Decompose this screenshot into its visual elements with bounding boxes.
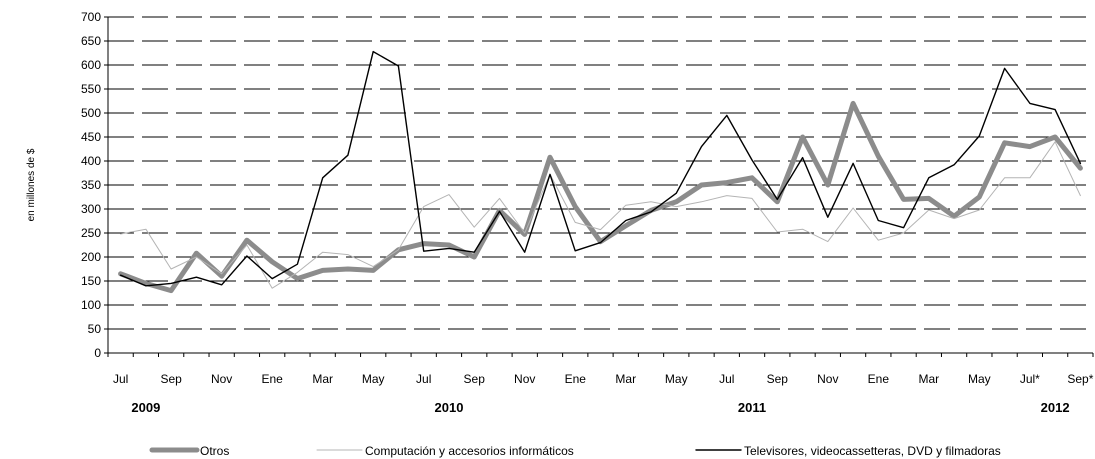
- x-tick-label: Jul: [719, 372, 734, 386]
- x-tick-label: Ene: [565, 372, 587, 386]
- y-tick-label: 250: [81, 226, 101, 240]
- y-tick-label: 300: [81, 202, 101, 216]
- series-line-2: [119, 50, 1082, 287]
- x-tick-label: Jul*: [1020, 372, 1040, 386]
- year-label: 2011: [738, 400, 766, 415]
- x-tick-label: Sep: [464, 372, 486, 386]
- x-tick-label: Sep: [767, 372, 789, 386]
- x-tick-label: Mar: [312, 372, 333, 386]
- y-tick-label: 100: [81, 298, 101, 312]
- x-tick-label: Sep: [160, 372, 182, 386]
- y-tick-label: 600: [81, 58, 101, 72]
- x-tick-label: Mar: [615, 372, 636, 386]
- y-tick-label: 150: [81, 274, 101, 288]
- legend: Otros Computación y accesorios informátic…: [149, 444, 1001, 458]
- legend-label-2: Televisores, videocassetteras, DVD y fil…: [744, 444, 1001, 458]
- y-tick-label: 500: [81, 106, 101, 120]
- year-label: 2010: [435, 400, 464, 415]
- x-tick-label: Nov: [514, 372, 535, 386]
- x-tick-label: Nov: [211, 372, 232, 386]
- y-tick-label: 650: [81, 34, 101, 48]
- gridlines: [108, 16, 1093, 330]
- series-line-1: [120, 141, 1081, 289]
- x-tick-label: May: [968, 372, 991, 386]
- axes: [104, 16, 1094, 357]
- series-lines: [118, 50, 1083, 294]
- series-line-0: [118, 100, 1083, 294]
- x-tick-label: Mar: [918, 372, 939, 386]
- y-tick-label: 700: [81, 10, 101, 24]
- x-tick-label: May: [362, 372, 385, 386]
- x-tick-label: Nov: [817, 372, 838, 386]
- y-tick-label: 200: [81, 250, 101, 264]
- x-tick-label: Jul: [113, 372, 128, 386]
- x-tick-label: Sep*: [1067, 372, 1093, 386]
- legend-label-1: Computación y accesorios informáticos: [365, 444, 574, 458]
- y-tick-label: 50: [88, 322, 102, 336]
- x-tick-label: May: [665, 372, 688, 386]
- y-axis-title: en millones de $: [26, 148, 37, 221]
- y-tick-label: 0: [94, 346, 101, 360]
- x-tick-label: Ene: [261, 372, 283, 386]
- year-label: 2009: [131, 400, 160, 415]
- y-tick-label: 450: [81, 130, 101, 144]
- legend-label-0: Otros: [200, 444, 229, 458]
- y-tick-label: 400: [81, 154, 101, 168]
- year-label: 2012: [1041, 400, 1070, 415]
- x-tick-label: Jul: [416, 372, 431, 386]
- y-tick-label: 350: [81, 178, 101, 192]
- axis-labels: 0 50 100 150 200 250 300 350 400 450 500 550 600 650 7…: [26, 10, 1094, 415]
- y-tick-label: 550: [81, 82, 101, 96]
- x-tick-label: Ene: [868, 372, 890, 386]
